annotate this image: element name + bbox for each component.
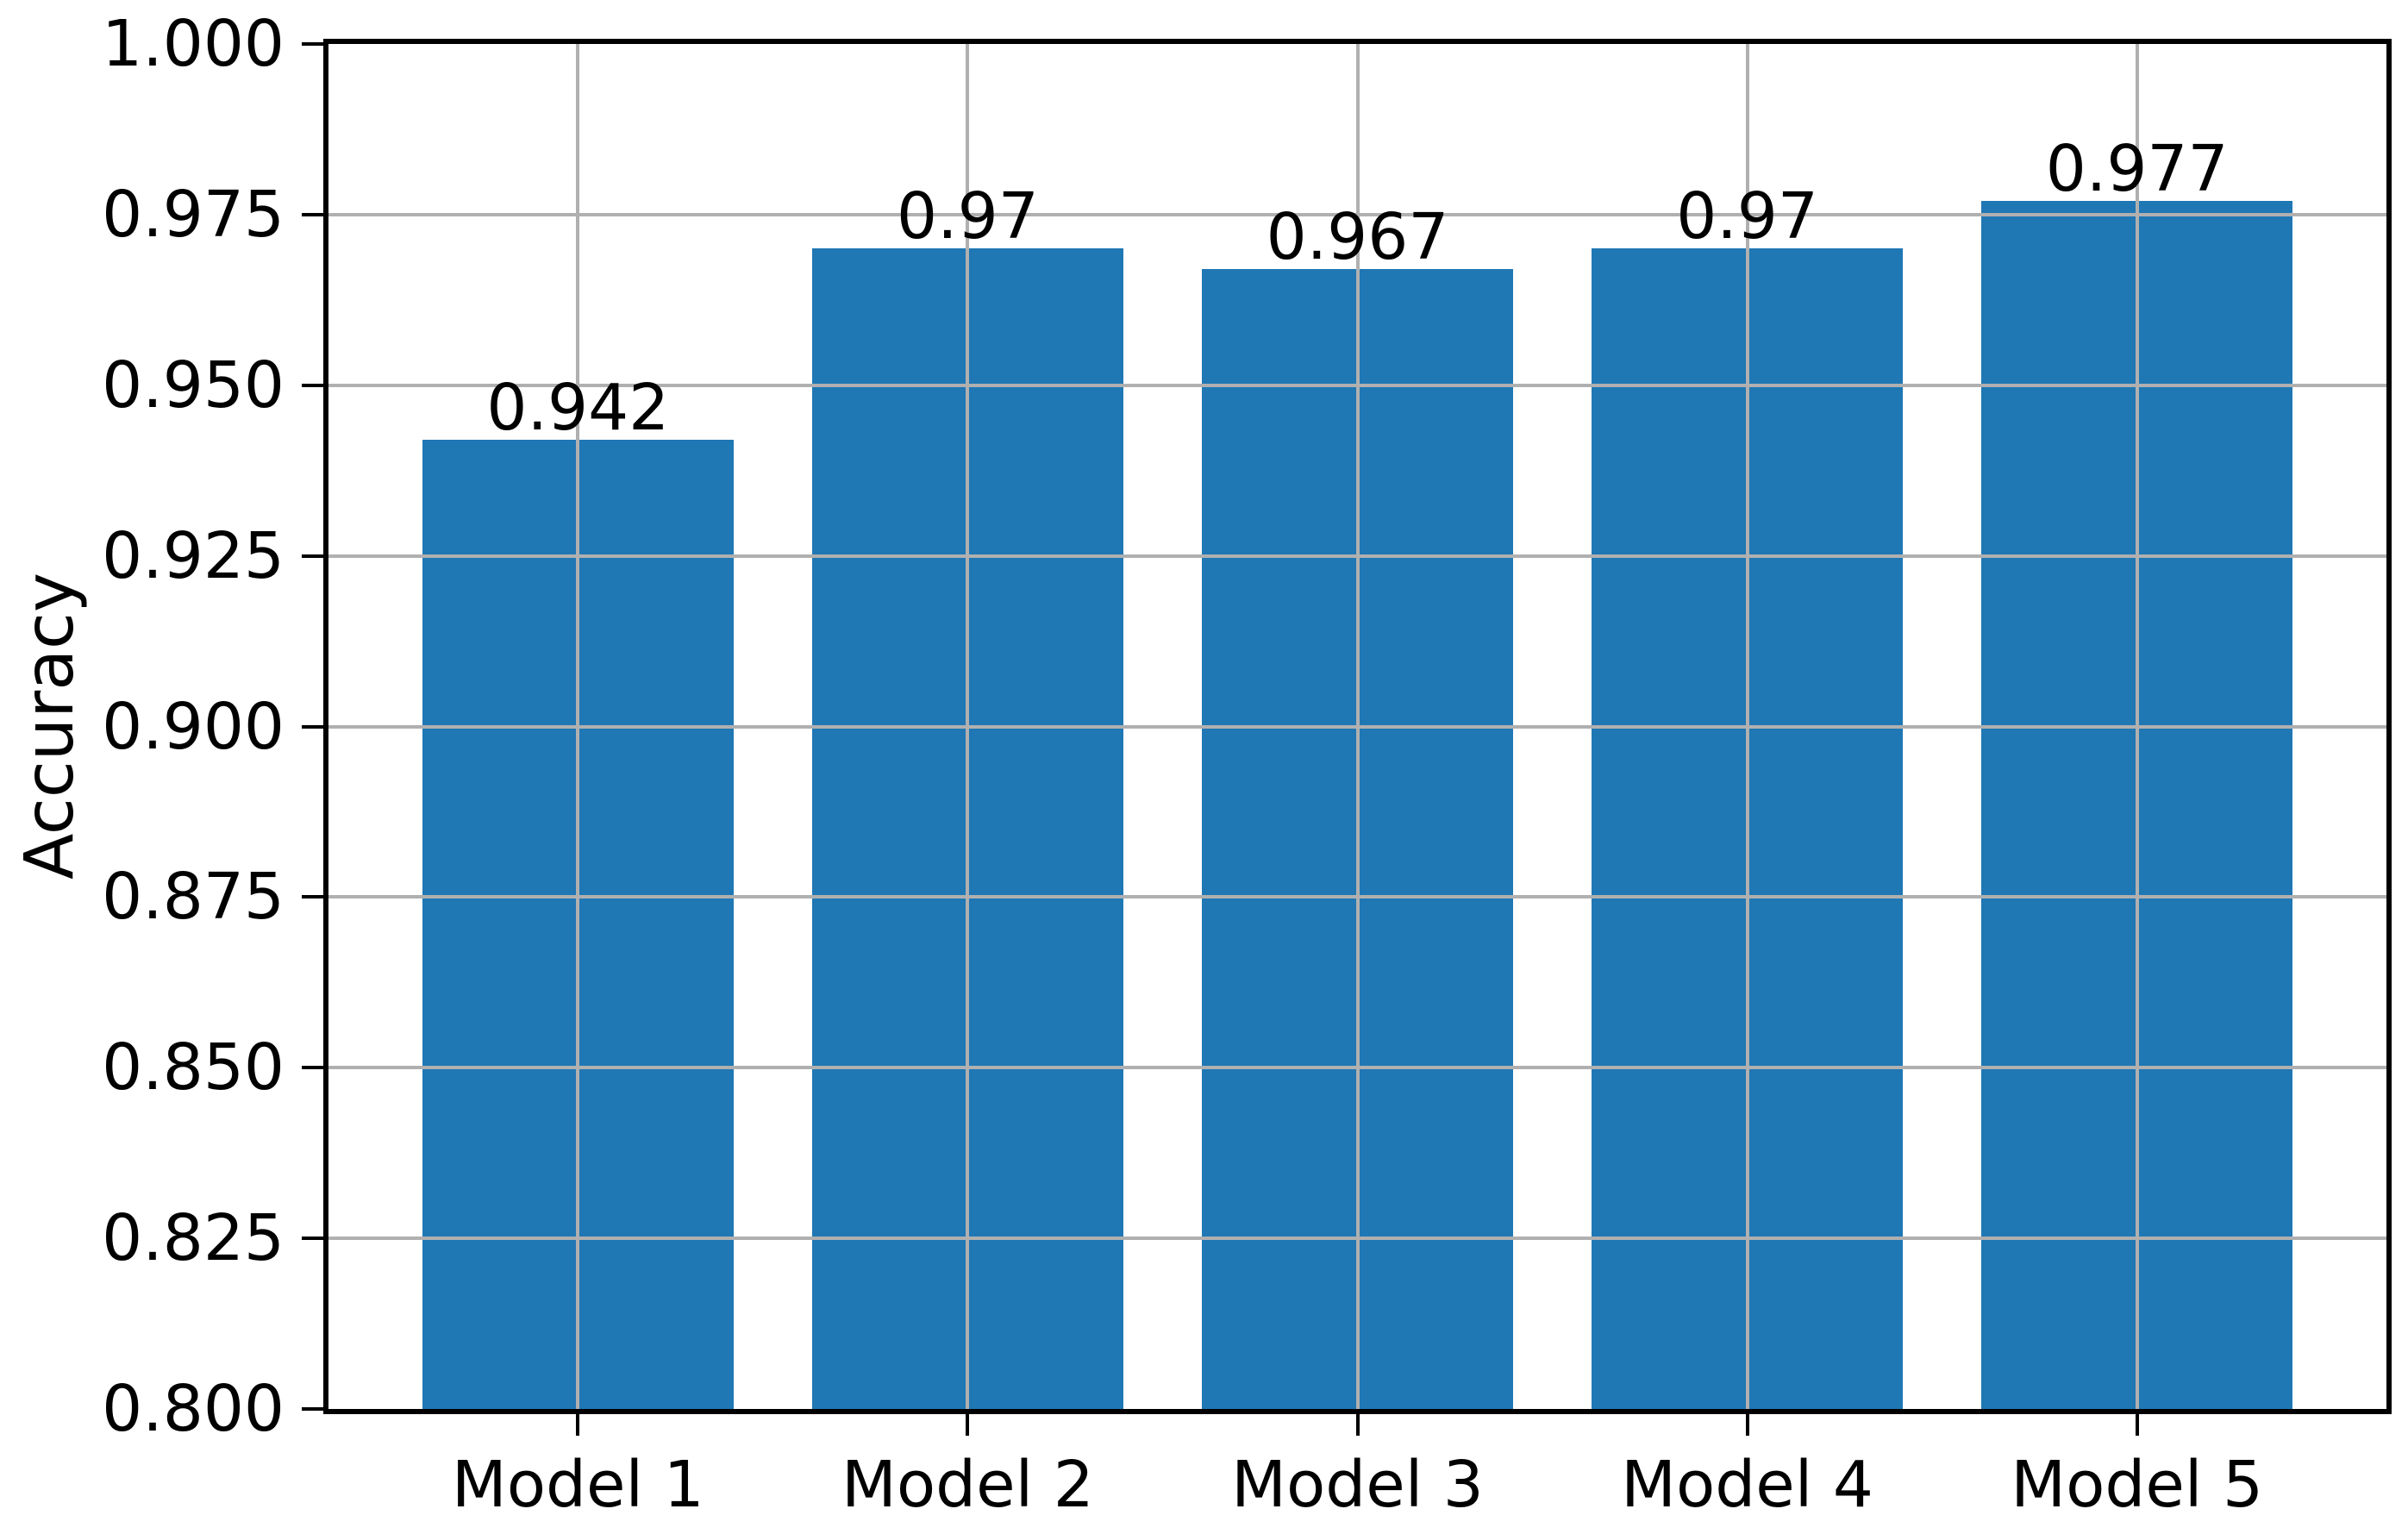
y-tick-label: 0.975 xyxy=(102,177,285,252)
x-tick-label: Model 4 xyxy=(1621,1448,1873,1522)
y-tick xyxy=(302,1237,323,1241)
x-tick-label: Model 3 xyxy=(1231,1448,1484,1522)
y-tick-label: 0.950 xyxy=(102,347,285,423)
x-tick xyxy=(576,1414,580,1436)
bar-value-label: 0.942 xyxy=(486,371,670,446)
y-tick-label: 0.875 xyxy=(102,860,285,935)
x-tick xyxy=(966,1414,970,1436)
y-tick-label: 0.850 xyxy=(102,1030,285,1105)
y-tick xyxy=(302,724,323,729)
y-tick-label: 0.825 xyxy=(102,1201,285,1276)
y-tick xyxy=(302,383,323,387)
bar-value-label: 0.977 xyxy=(2045,132,2229,207)
y-tick xyxy=(302,1407,323,1411)
x-tick-label: Model 1 xyxy=(451,1448,704,1522)
y-tick-label: 0.900 xyxy=(102,689,285,764)
x-gridline xyxy=(1745,44,1749,1409)
plot-area: 0.942 0.97 0.967 0.97 0.977 xyxy=(323,39,2392,1414)
x-tick-label: Model 2 xyxy=(841,1448,1094,1522)
x-gridline xyxy=(576,44,580,1409)
x-gridline xyxy=(2135,44,2139,1409)
x-tick-label: Model 5 xyxy=(2011,1448,2264,1522)
bar-value-label: 0.97 xyxy=(897,179,1039,254)
y-tick xyxy=(302,42,323,46)
plot-inner: 0.942 0.97 0.967 0.97 0.977 xyxy=(328,44,2386,1409)
bar-value-label: 0.967 xyxy=(1266,200,1449,275)
y-tick xyxy=(302,1066,323,1070)
x-tick xyxy=(1745,1414,1749,1436)
y-tick-label: 0.800 xyxy=(102,1372,285,1446)
y-tick xyxy=(302,554,323,558)
x-gridline xyxy=(1355,44,1360,1409)
y-tick-label: 0.925 xyxy=(102,518,285,593)
y-tick xyxy=(302,895,323,899)
x-gridline xyxy=(966,44,970,1409)
y-tick-label: 1.000 xyxy=(102,7,285,81)
y-tick xyxy=(302,212,323,216)
x-tick xyxy=(1355,1414,1360,1436)
bar-value-label: 0.97 xyxy=(1676,179,1818,254)
x-tick xyxy=(2135,1414,2139,1436)
